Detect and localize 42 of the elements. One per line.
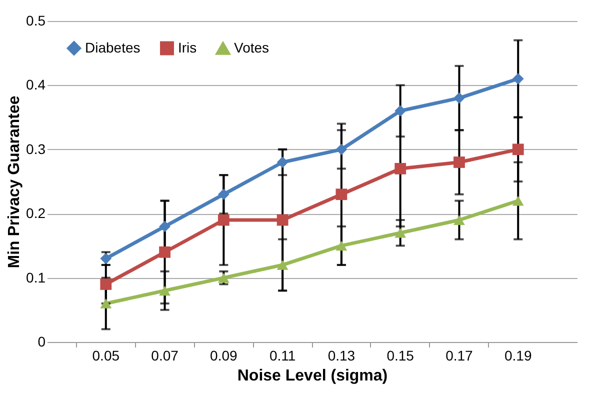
y-axis-title: Min Privacy Guarantee <box>6 96 24 268</box>
y-tick-label: 0.2 <box>26 205 46 222</box>
point <box>394 228 406 238</box>
point <box>276 260 288 270</box>
legend-label: Diabetes <box>85 39 140 56</box>
point <box>159 286 170 296</box>
point <box>454 156 465 168</box>
point <box>100 298 112 308</box>
y-tick-label: 0.3 <box>26 140 46 157</box>
y-tick-label: 0 <box>38 334 46 350</box>
x-tick-label: 0.15 <box>386 348 414 364</box>
point <box>159 246 170 258</box>
point <box>454 215 465 225</box>
point <box>336 144 348 156</box>
x-axis-title: Noise Level (sigma) <box>237 368 388 384</box>
x-tick-label: 0.05 <box>92 348 120 364</box>
x-tick-label: 0.19 <box>504 348 532 364</box>
point <box>159 220 170 232</box>
point <box>276 156 288 168</box>
point <box>336 188 348 200</box>
x-tick-label: 0.17 <box>446 348 474 364</box>
x-tick-label: 0.11 <box>269 348 296 364</box>
point <box>394 105 406 117</box>
y-tick-label: 0.1 <box>26 269 46 286</box>
y-tick-label: 0.4 <box>26 76 46 93</box>
legend-label: Votes <box>234 40 270 56</box>
x-tick-label: 0.09 <box>210 348 238 364</box>
point <box>336 240 348 251</box>
x-tick-label: 0.13 <box>328 348 356 364</box>
point <box>276 214 288 226</box>
point <box>512 196 524 206</box>
point <box>512 144 524 156</box>
point <box>394 162 406 174</box>
point <box>218 188 230 200</box>
point <box>512 73 524 84</box>
point <box>218 214 230 226</box>
point <box>218 272 230 283</box>
y-tick-label: 0.5 <box>26 12 46 28</box>
legend-label: Iris <box>178 39 197 56</box>
point <box>100 278 112 290</box>
point <box>454 92 465 104</box>
x-tick-label: 0.07 <box>151 348 179 364</box>
